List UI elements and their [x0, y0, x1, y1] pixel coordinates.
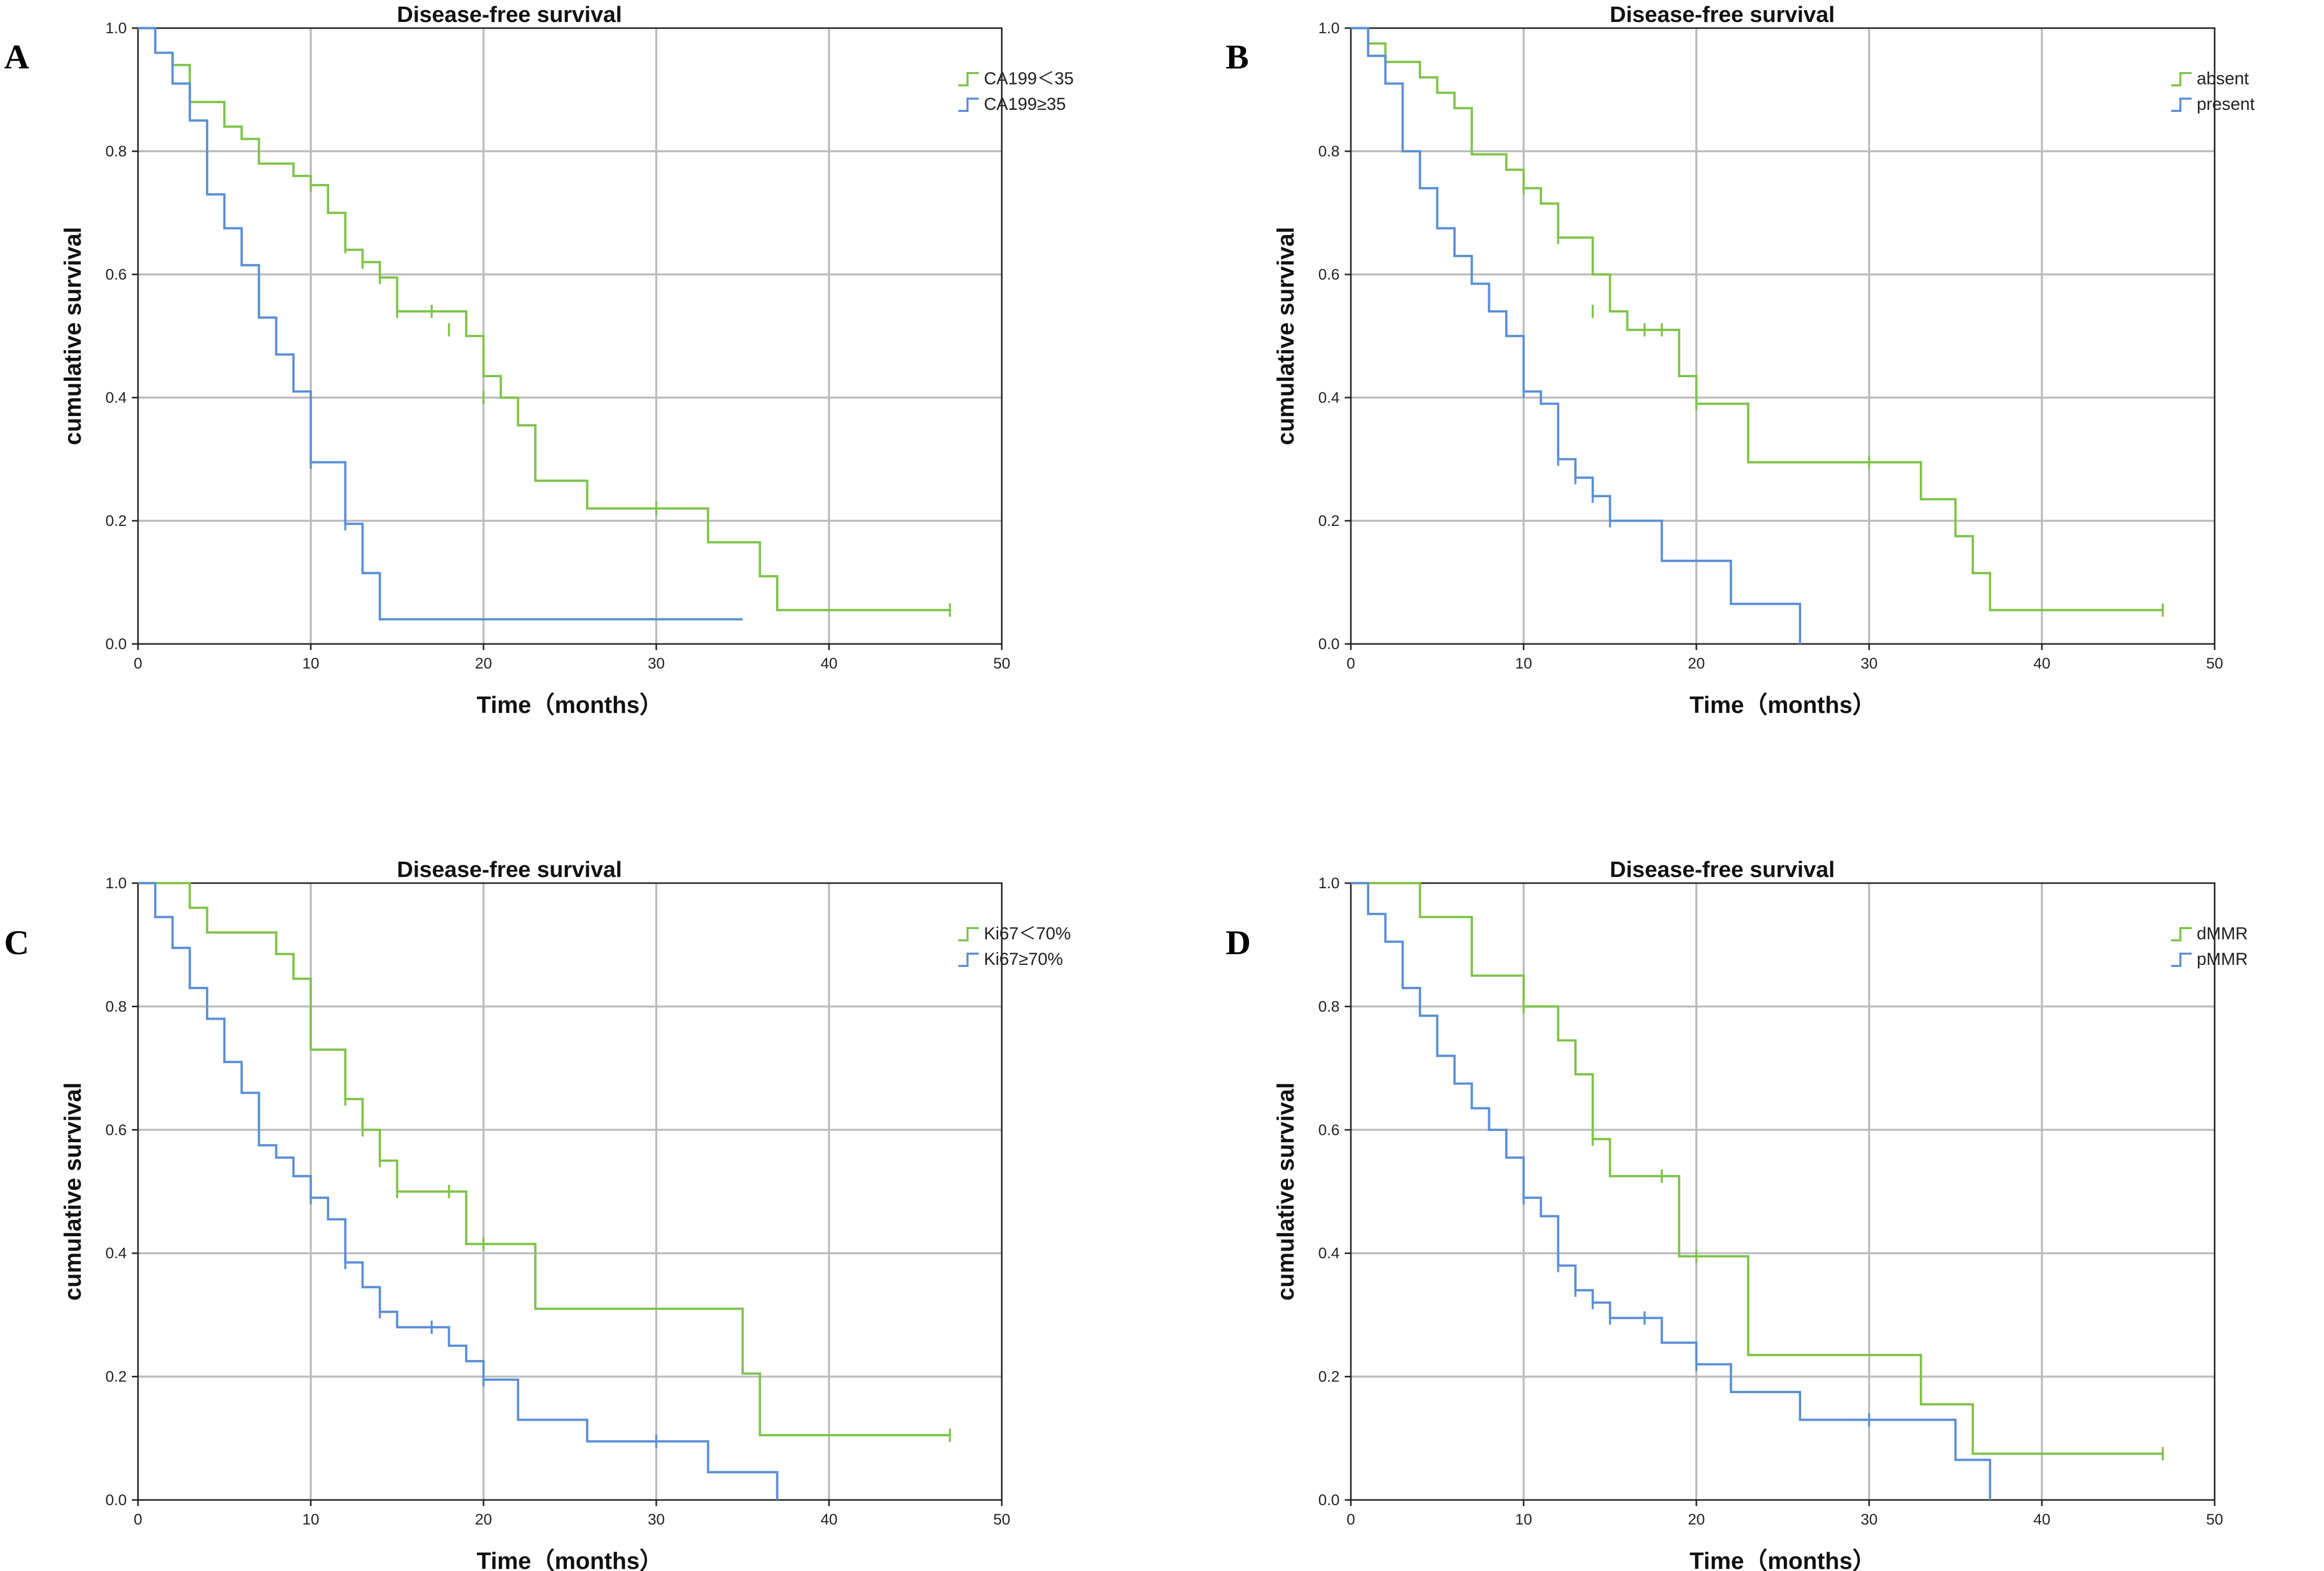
survival-curve-blue: [138, 882, 778, 1500]
y-tick-label: 0.8: [1318, 143, 1340, 160]
legend-label: Ki67≥70%: [984, 950, 1063, 969]
x-axis-label: Time（months）: [1690, 691, 1876, 718]
x-tick-label: 40: [820, 1511, 837, 1528]
x-tick-label: 40: [820, 655, 837, 672]
km-chart-d: 0 10 20 30 40 50 0.0 0.2 0.4 0.6 0.8 1.0 Disease-fre…: [1272, 857, 2248, 1571]
x-tick-label: 30: [648, 655, 664, 672]
panel-label-a: A: [4, 37, 30, 76]
survival-curve-green: [138, 882, 950, 1437]
y-tick-label: 0.2: [105, 513, 127, 529]
y-tick-label: 0.0: [105, 1492, 127, 1509]
y-tick-label: 0.0: [1318, 636, 1340, 653]
survival-curve-blue: [1351, 882, 1991, 1500]
survival-curve-green: [1351, 27, 2163, 611]
x-tick-label: 30: [648, 1511, 664, 1528]
y-tick-label: 0.6: [1318, 1122, 1340, 1139]
y-tick-label: 0.2: [1318, 1369, 1340, 1385]
y-tick-label: 0.4: [1318, 389, 1340, 406]
x-tick-label: 20: [1688, 655, 1705, 672]
x-tick-label: 0: [134, 1511, 143, 1528]
plot-frame: [137, 27, 1003, 645]
legend-swatch: [958, 72, 979, 86]
panel-label-d: D: [1226, 923, 1251, 962]
y-tick-label: 0.0: [105, 636, 127, 653]
y-tick-label: 0.6: [105, 266, 127, 283]
y-tick-label: 0.6: [1318, 266, 1340, 283]
x-tick-label: 10: [1515, 1511, 1532, 1528]
x-tick-label: 30: [1860, 1511, 1877, 1528]
chart-title: Disease-free survival: [397, 2, 622, 27]
y-tick-label: 1.0: [105, 20, 127, 37]
y-tick-label: 0.0: [1318, 1492, 1340, 1509]
legend-label: present: [2197, 95, 2255, 114]
x-tick-label: 10: [302, 1511, 319, 1528]
x-tick-label: 50: [2206, 1511, 2223, 1528]
legend-swatch: [2171, 927, 2192, 941]
y-tick-label: 0.8: [105, 143, 127, 160]
legend-swatch: [2171, 953, 2192, 967]
x-axis-label: Time（months）: [477, 1547, 663, 1571]
x-tick-label: 20: [475, 1511, 492, 1528]
legend-label: CA199＜35: [984, 69, 1074, 88]
x-axis-label: Time（months）: [477, 691, 663, 718]
y-tick-label: 0.2: [1318, 513, 1340, 529]
y-tick-label: 0.8: [1318, 998, 1340, 1015]
legend-label: absent: [2197, 69, 2249, 88]
survival-curve-green: [138, 27, 950, 611]
y-tick-label: 0.6: [105, 1122, 127, 1139]
survival-curve-blue: [1351, 27, 1802, 644]
chart-title: Disease-free survival: [1610, 857, 1835, 882]
panel-label-b: B: [1226, 37, 1249, 76]
plot-frame: [1350, 882, 2216, 1501]
y-tick-label: 0.4: [105, 389, 127, 406]
x-tick-label: 40: [2033, 655, 2050, 672]
y-tick-label: 1.0: [105, 875, 127, 892]
y-tick-label: 0.4: [1318, 1245, 1340, 1262]
legend-label: Ki67＜70%: [984, 924, 1071, 943]
y-axis-label: cumulative survival: [1272, 1082, 1299, 1301]
x-tick-label: 20: [475, 655, 492, 672]
y-tick-label: 0.4: [105, 1245, 127, 1262]
x-tick-label: 20: [1688, 1511, 1705, 1528]
x-tick-label: 0: [134, 655, 143, 672]
y-axis-label: cumulative survival: [1272, 227, 1299, 445]
survival-curve-green: [1351, 882, 2163, 1455]
x-tick-label: 40: [2033, 1511, 2050, 1528]
x-tick-label: 50: [2206, 655, 2223, 672]
legend-swatch: [958, 953, 979, 967]
y-axis-label: cumulative survival: [59, 227, 86, 445]
y-axis-label: cumulative survival: [59, 1082, 86, 1301]
legend-label: CA199≥35: [984, 95, 1066, 114]
plot-frame: [1350, 27, 2216, 645]
legend-swatch: [958, 98, 979, 112]
x-tick-label: 50: [993, 655, 1010, 672]
chart-title: Disease-free survival: [397, 857, 622, 882]
km-chart-c: 0 10 20 30 40 50 0.0 0.2 0.4 0.6 0.8 1.0 Disease-fre…: [59, 857, 1071, 1571]
survival-curve-blue: [138, 27, 743, 621]
legend-swatch: [2171, 98, 2192, 112]
x-tick-label: 0: [1347, 655, 1355, 672]
y-tick-label: 0.2: [105, 1369, 127, 1385]
km-chart-a: 0 10 20 30 40 50 0.0 0.2 0.4 0.6 0.8 1.0 Disease-fre…: [59, 2, 1074, 718]
x-tick-label: 30: [1860, 655, 1877, 672]
chart-title: Disease-free survival: [1610, 2, 1835, 27]
legend-label: pMMR: [2197, 950, 2248, 969]
y-tick-label: 0.8: [105, 998, 127, 1015]
y-tick-label: 1.0: [1318, 875, 1340, 892]
x-axis-label: Time（months）: [1690, 1547, 1876, 1571]
plot-frame: [137, 882, 1003, 1501]
x-tick-label: 0: [1347, 1511, 1355, 1528]
x-tick-label: 10: [1515, 655, 1532, 672]
x-tick-label: 50: [993, 1511, 1010, 1528]
y-tick-label: 1.0: [1318, 20, 1340, 37]
x-tick-label: 10: [302, 655, 319, 672]
km-chart-b: 0 10 20 30 40 50 0.0 0.2 0.4 0.6 0.8 1.0 Disease-fre…: [1272, 2, 2255, 718]
legend-swatch: [958, 927, 979, 941]
panel-label-c: C: [4, 923, 30, 962]
legend-label: dMMR: [2197, 924, 2248, 943]
legend-swatch: [2171, 72, 2192, 86]
